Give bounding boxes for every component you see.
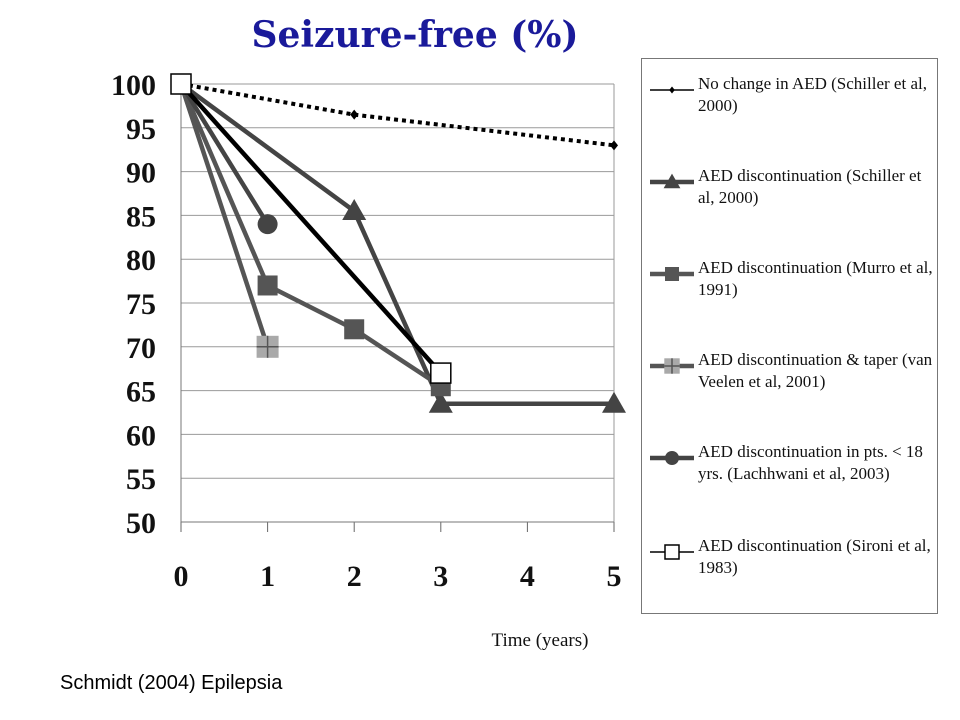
open-square-marker-s6	[430, 362, 452, 384]
legend-label: No change in AED (Schiller et al, 2000)	[698, 74, 927, 115]
triangle-marker-s2	[428, 391, 453, 413]
citation: Schmidt (2004) Epilepsia	[60, 672, 283, 694]
open-square-marker-s6	[170, 73, 192, 95]
legend-label: AED discontinuation (Schiller et al, 200…	[698, 166, 922, 207]
chart-title: Seizure-free (%)	[251, 14, 579, 56]
series-markers	[170, 73, 626, 413]
x-tick-label: 4	[520, 560, 535, 593]
series-line-6	[179, 82, 443, 375]
x-axis-label: Time (years)	[492, 630, 589, 651]
series-line-3	[178, 83, 443, 389]
circle-marker-legend	[665, 451, 679, 465]
series-line-1	[180, 82, 615, 148]
series-line-4	[178, 83, 270, 348]
grid-lines	[180, 83, 615, 532]
x-tick-label: 1	[260, 560, 275, 593]
diamond-marker-legend	[669, 86, 675, 94]
open-square-marker-legend	[664, 544, 680, 560]
legend-symbol	[650, 267, 694, 281]
circle-marker-s5	[257, 214, 278, 235]
triangle-marker-legend	[663, 173, 681, 189]
legend-label: AED discontinuation & taper (van Veelen …	[698, 350, 933, 391]
legend-label: AED discontinuation in pts. < 18 yrs. (L…	[698, 442, 923, 483]
legend-label: AED discontinuation (Sironi et al, 1983)	[698, 536, 931, 577]
y-tick-label: 80	[126, 244, 156, 277]
cross-square-marker-s4	[256, 335, 279, 358]
square-marker-s3	[344, 319, 365, 340]
legend-symbol	[650, 451, 694, 465]
square-marker-legend	[665, 267, 679, 281]
triangle-marker-s2	[342, 199, 367, 221]
square-marker-s3	[257, 275, 278, 296]
y-tick-label: 75	[126, 288, 156, 321]
x-tick-labels: 0 1 2 3 4 5	[174, 560, 622, 593]
series-line-2	[179, 82, 614, 406]
cross-square-marker-legend	[664, 358, 680, 374]
x-tick-label: 0	[174, 560, 189, 593]
legend-symbol	[650, 86, 694, 94]
y-tick-label: 50	[126, 507, 156, 540]
legend-label: AED discontinuation (Murro et al, 1991)	[698, 258, 933, 299]
y-tick-labels: 50 55 60 65 70 75 80 85 90 95 100	[111, 69, 156, 540]
x-tick-label: 2	[347, 560, 362, 593]
legend-symbol	[650, 173, 694, 189]
y-tick-label: 55	[126, 463, 156, 496]
x-tick-label: 5	[607, 560, 622, 593]
series-line-5	[179, 82, 270, 226]
diamond-marker-s1	[610, 140, 618, 151]
legend-symbol	[650, 544, 694, 560]
legend-symbol	[650, 358, 694, 374]
y-tick-label: 85	[126, 200, 156, 233]
y-tick-label: 90	[126, 157, 156, 190]
diamond-marker-s1	[350, 109, 359, 120]
y-tick-label: 60	[126, 419, 156, 452]
series-lines	[178, 82, 615, 406]
chart-legend: No change in AED (Schiller et al, 2000) A…	[641, 58, 938, 614]
y-tick-label: 70	[126, 332, 156, 365]
y-tick-label: 100	[111, 69, 156, 102]
triangle-marker-s2	[602, 391, 626, 413]
x-tick-label: 3	[433, 560, 448, 593]
y-tick-label: 95	[126, 113, 156, 146]
y-tick-label: 65	[126, 376, 156, 409]
